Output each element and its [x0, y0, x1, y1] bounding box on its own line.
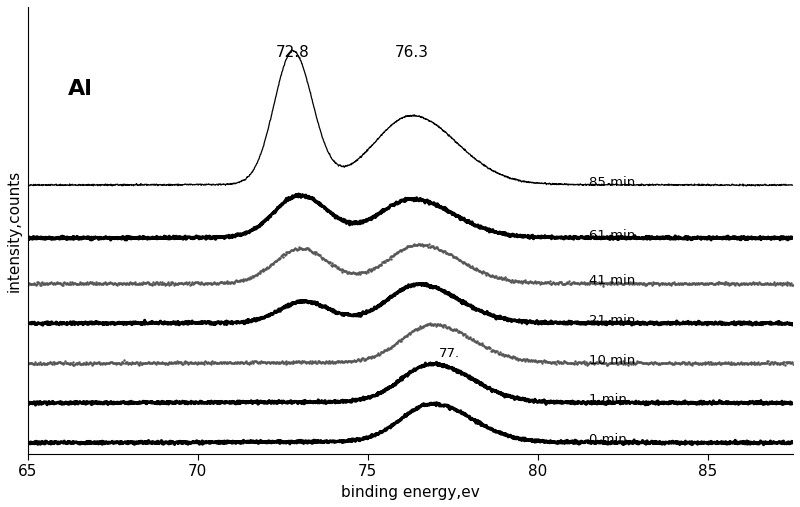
Text: 61 min: 61 min — [589, 229, 635, 241]
Text: 0 min: 0 min — [589, 433, 626, 446]
Text: Al: Al — [68, 79, 94, 99]
Text: 85 min: 85 min — [589, 175, 635, 189]
Text: 72.8: 72.8 — [276, 45, 310, 60]
X-axis label: binding energy,ev: binding energy,ev — [341, 485, 480, 500]
Text: 77.: 77. — [439, 347, 460, 360]
Text: 1 min: 1 min — [589, 393, 626, 407]
Text: 21 min: 21 min — [589, 314, 635, 327]
Text: 41 min: 41 min — [589, 274, 635, 287]
Text: 10 min: 10 min — [589, 353, 635, 367]
Text: 76.3: 76.3 — [395, 45, 429, 60]
Y-axis label: intensity,counts: intensity,counts — [7, 169, 22, 292]
